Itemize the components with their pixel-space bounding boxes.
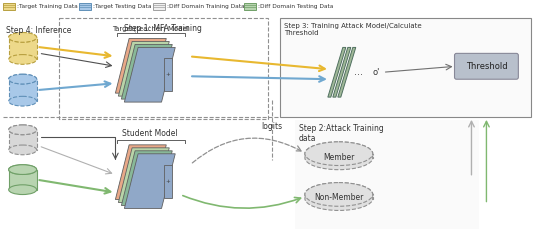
Bar [9,130,36,150]
Ellipse shape [9,33,36,42]
Ellipse shape [9,165,36,175]
Bar [305,194,373,199]
Ellipse shape [305,146,373,170]
Bar [3,3,14,10]
Bar [9,79,36,101]
Ellipse shape [9,145,36,155]
Polygon shape [124,48,175,102]
Bar [280,18,531,117]
Ellipse shape [9,74,36,84]
Text: :Diff Domain Testing Data: :Diff Domain Testing Data [258,4,333,9]
Text: o': o' [373,68,380,77]
Text: Threshold: Threshold [466,62,507,71]
Text: :Target Training Data: :Target Training Data [17,4,77,9]
Bar [9,37,36,59]
Ellipse shape [305,142,373,165]
Bar [163,58,172,91]
Ellipse shape [9,165,36,175]
Ellipse shape [9,96,36,106]
Ellipse shape [305,187,373,210]
Ellipse shape [9,33,36,42]
Text: Member: Member [323,153,354,162]
Ellipse shape [305,183,373,206]
Ellipse shape [305,183,373,206]
Bar [153,3,165,10]
Polygon shape [124,154,175,208]
Bar [305,154,373,158]
Text: +: + [165,179,170,184]
Ellipse shape [305,142,373,165]
Text: :Target Testing Data: :Target Testing Data [93,4,152,9]
Polygon shape [115,145,166,200]
Polygon shape [338,48,356,97]
Text: Step 2:Attack Training
data: Step 2:Attack Training data [299,124,384,143]
Bar [244,3,256,10]
Text: Student Model: Student Model [123,129,178,138]
Bar [163,165,172,197]
FancyBboxPatch shape [455,53,518,79]
Text: Step 3: Training Attack Model/Calculate
Threshold: Step 3: Training Attack Model/Calculate … [284,22,422,36]
Polygon shape [121,151,172,205]
Polygon shape [328,48,346,97]
Ellipse shape [9,125,36,135]
Polygon shape [118,41,169,96]
Polygon shape [121,44,172,99]
Text: :Diff Domain Training Data: :Diff Domain Training Data [167,4,245,9]
Polygon shape [333,48,351,97]
Ellipse shape [9,74,36,84]
Bar [295,120,479,229]
Bar [58,18,268,119]
Text: logits: logits [262,122,282,131]
Text: Step 4: Inference: Step 4: Inference [6,26,71,35]
Text: Non-Member: Non-Member [314,194,363,202]
Polygon shape [118,148,169,202]
Text: Target(teacher) Model: Target(teacher) Model [112,25,189,32]
Ellipse shape [9,185,36,194]
Ellipse shape [9,55,36,64]
Text: Step 1: MFA Training: Step 1: MFA Training [124,24,202,33]
Bar [79,3,91,10]
Polygon shape [115,38,166,93]
Text: ...: ... [354,67,363,77]
Bar [9,170,36,190]
Ellipse shape [9,125,36,135]
Text: +: + [165,72,170,77]
